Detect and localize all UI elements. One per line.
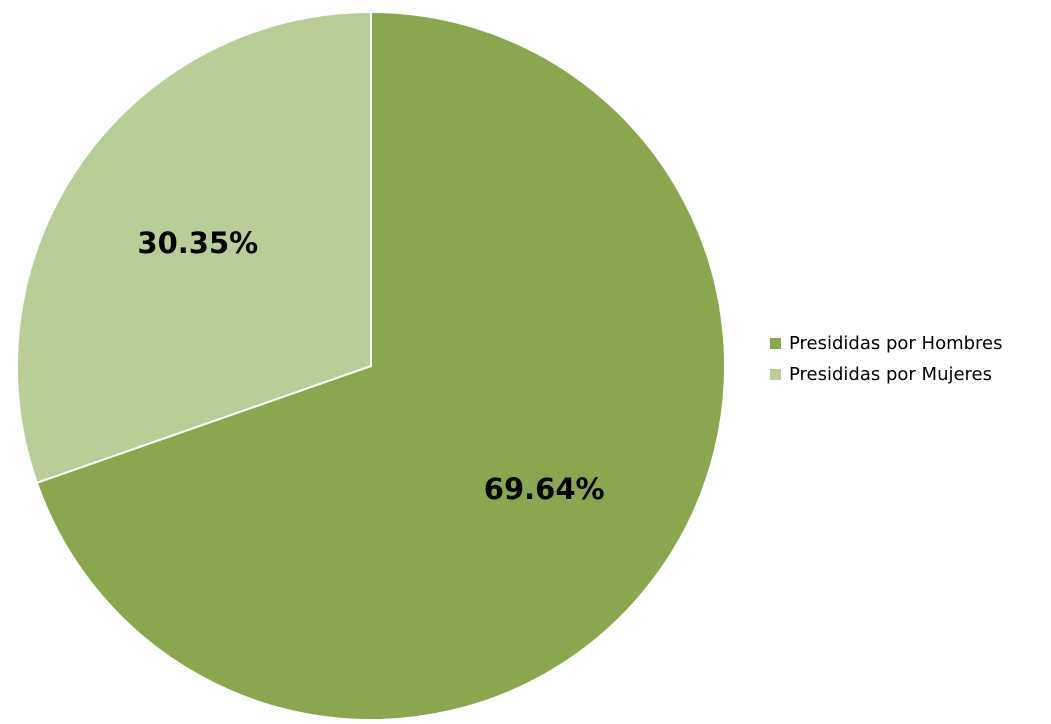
legend-item-hombres: Presididas por Hombres	[770, 329, 1003, 357]
legend-label-hombres: Presididas por Hombres	[789, 332, 1003, 354]
legend-swatch-mujeres	[770, 368, 781, 380]
pie-slice-label-hombres: 69.64%	[484, 472, 605, 506]
pie-slice-label-mujeres: 30.35%	[137, 226, 258, 260]
legend: Presididas por Hombres Presididas por Mu…	[770, 329, 1003, 391]
pie-slices	[16, 11, 726, 721]
legend-label-mujeres: Presididas por Mujeres	[789, 363, 993, 385]
legend-swatch-hombres	[770, 337, 781, 349]
legend-item-mujeres: Presididas por Mujeres	[770, 360, 1003, 388]
pie-slice-labels: 69.64% 30.35%	[137, 226, 604, 506]
pie-slice-mujeres	[16, 11, 372, 484]
pie-slice-hombres	[35, 11, 726, 721]
